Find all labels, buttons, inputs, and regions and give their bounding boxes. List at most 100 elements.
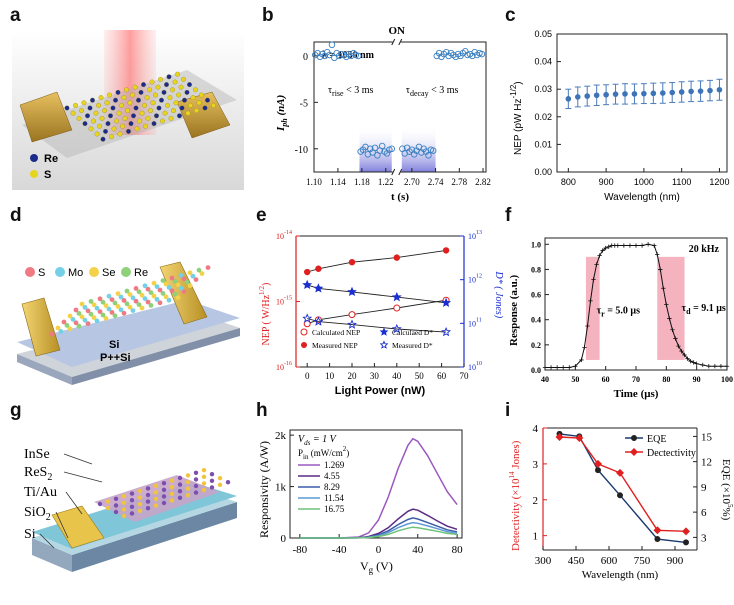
- atom: [177, 475, 183, 481]
- atom: [129, 504, 135, 509]
- ytick-right-label: 1011: [468, 317, 482, 328]
- atom: [196, 267, 202, 273]
- atom: [125, 108, 130, 114]
- xtick-label: 40: [412, 544, 424, 556]
- ytick-label: 0: [281, 533, 287, 545]
- legend-label: 8.29: [324, 482, 340, 492]
- atom: [178, 285, 184, 291]
- ytick-label: 0.05: [534, 29, 552, 39]
- atom: [94, 131, 100, 137]
- data-point: [652, 243, 657, 248]
- atom: [161, 89, 167, 95]
- xtick-label: 600: [601, 555, 618, 567]
- atom: [185, 473, 191, 478]
- ytick-label: 0.4: [531, 316, 541, 325]
- atom: [148, 290, 154, 295]
- atom: [181, 276, 187, 282]
- data-point: [326, 51, 333, 59]
- xtick-label: 1000: [634, 177, 654, 187]
- atom: [70, 317, 76, 322]
- atom: [168, 115, 174, 121]
- substrate-si-label: Si: [109, 339, 119, 351]
- xtick-label: 10: [325, 371, 335, 381]
- data-point: [639, 243, 645, 248]
- atom: [64, 105, 70, 111]
- atom: [187, 270, 193, 276]
- atom: [177, 113, 182, 119]
- data-point: [615, 243, 620, 248]
- atom: [185, 486, 191, 491]
- atom: [109, 297, 115, 302]
- legend-marker: [301, 342, 307, 348]
- atom: [193, 470, 199, 475]
- atom: [217, 476, 223, 481]
- data-point: [603, 91, 609, 98]
- legend-s-label: S: [44, 169, 51, 181]
- xtick-label: 0: [305, 371, 310, 381]
- atom: [147, 87, 152, 93]
- data-point: [707, 87, 713, 94]
- y-axis-label: Responsivity (A/W): [257, 441, 271, 538]
- star-marker: [302, 313, 313, 323]
- xtick-label: 1.18: [354, 177, 370, 187]
- atom: [160, 291, 166, 296]
- axis-break-mask-bottom: [392, 169, 401, 175]
- electrode-left: [19, 91, 73, 143]
- atom: [133, 298, 139, 304]
- atom: [129, 491, 135, 496]
- ytick-label: -10: [295, 145, 308, 156]
- atom: [153, 503, 159, 508]
- atom: [153, 496, 159, 502]
- atom: [161, 500, 167, 506]
- atom: [178, 84, 184, 90]
- ytick-label: 0.2: [531, 341, 541, 350]
- panel-label-d: d: [10, 205, 22, 226]
- star-marker: [347, 286, 357, 297]
- atom: [81, 100, 87, 106]
- device-illustration-d: S Mo Se Re Si P++Si: [17, 261, 240, 385]
- atom: [177, 489, 183, 494]
- data-point: [661, 286, 666, 291]
- ytick-right-label: 1010: [468, 361, 482, 372]
- atom: [113, 503, 119, 508]
- atom: [104, 100, 110, 106]
- ytick-right-label: 1012: [468, 274, 482, 285]
- atom: [153, 483, 159, 488]
- atom: [184, 279, 190, 285]
- atom: [153, 92, 158, 98]
- data-point: [548, 365, 554, 370]
- atom: [118, 294, 124, 300]
- chart-h: 0 1k 2k -80 -40 0 40 80 Vg (V) Responsivity (A/W)…: [257, 429, 463, 575]
- atom: [145, 499, 151, 504]
- atom: [100, 136, 106, 142]
- atom: [55, 325, 61, 331]
- ytick-left-label: 3: [533, 459, 539, 471]
- legend-label: Calculaed D*: [392, 328, 433, 337]
- data-point: [691, 360, 696, 365]
- xtick-label: 450: [568, 555, 585, 567]
- atom: [169, 498, 175, 503]
- atom: [139, 292, 145, 298]
- atom: [91, 315, 97, 320]
- data-point: [612, 91, 619, 97]
- data-point: [582, 345, 587, 350]
- xtick-label: 900: [667, 555, 684, 567]
- data-point: [621, 243, 627, 248]
- marker: [393, 254, 400, 261]
- legend-label: 4.55: [324, 471, 340, 481]
- data-point: [378, 142, 386, 150]
- y-axis-label-right: D* ( Jones): [493, 271, 504, 319]
- data-point: [724, 364, 730, 369]
- re-atom-icon-d: [121, 267, 131, 277]
- atom: [102, 108, 107, 114]
- atom: [112, 300, 118, 306]
- xtick-label: 60: [437, 371, 447, 381]
- axis-break-bottom: [391, 168, 403, 176]
- legend-marker: [300, 328, 308, 336]
- atom: [105, 499, 111, 504]
- s-atom-icon-d: [25, 267, 35, 277]
- chart-f: 0.0 0.2 0.4 0.6 0.8 1.0 40 50 60 70 80 90 100 Time (μ…: [508, 237, 733, 400]
- chart-b: ON 0 -5 -10 1.10 1.14 1.18 1.22 2.70 2.74 2.78 2.82…: [275, 25, 491, 202]
- legend-marker: [630, 448, 638, 456]
- atom: [88, 311, 94, 317]
